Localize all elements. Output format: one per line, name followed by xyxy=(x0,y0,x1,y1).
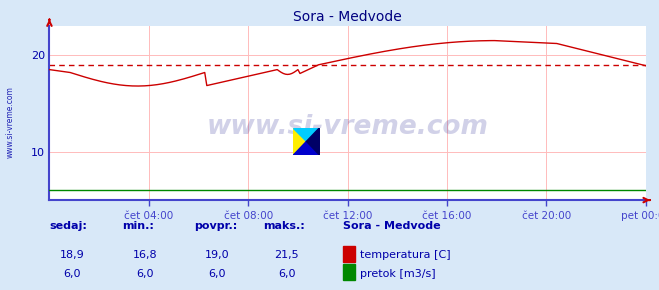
Text: pretok [m3/s]: pretok [m3/s] xyxy=(360,269,436,279)
Text: www.si-vreme.com: www.si-vreme.com xyxy=(5,86,14,158)
Text: 6,0: 6,0 xyxy=(209,269,226,279)
Text: maks.:: maks.: xyxy=(264,221,305,231)
Text: 6,0: 6,0 xyxy=(278,269,295,279)
Text: sedaj:: sedaj: xyxy=(49,221,87,231)
Text: 18,9: 18,9 xyxy=(60,250,85,260)
Text: Sora - Medvode: Sora - Medvode xyxy=(343,221,440,231)
Polygon shape xyxy=(306,128,320,155)
Title: Sora - Medvode: Sora - Medvode xyxy=(293,10,402,23)
Polygon shape xyxy=(293,128,320,155)
Text: 16,8: 16,8 xyxy=(132,250,158,260)
Text: 21,5: 21,5 xyxy=(274,250,299,260)
Polygon shape xyxy=(293,142,320,155)
Text: temperatura [C]: temperatura [C] xyxy=(360,250,451,260)
Text: 6,0: 6,0 xyxy=(136,269,154,279)
Text: 6,0: 6,0 xyxy=(64,269,81,279)
Text: 19,0: 19,0 xyxy=(205,250,230,260)
Text: min.:: min.: xyxy=(122,221,154,231)
Text: povpr.:: povpr.: xyxy=(194,221,238,231)
Polygon shape xyxy=(293,128,320,155)
Text: www.si-vreme.com: www.si-vreme.com xyxy=(207,114,488,140)
